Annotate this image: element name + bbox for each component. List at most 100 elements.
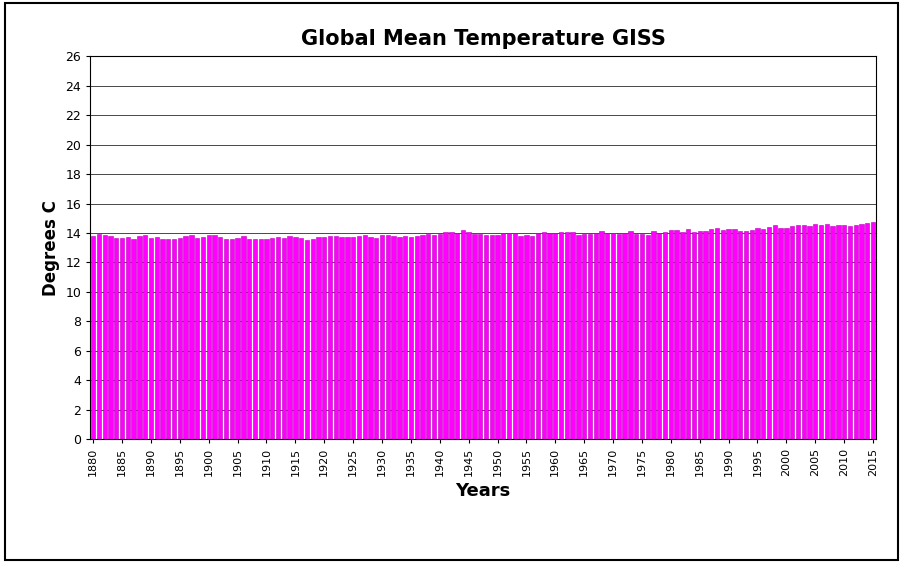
Bar [189,235,193,439]
Bar [483,235,488,439]
Bar [760,229,765,439]
Bar [495,235,499,439]
Bar [818,225,823,439]
Bar [171,239,176,439]
Bar [835,225,840,439]
Bar [708,229,713,439]
Bar [795,225,799,439]
Bar [506,234,511,439]
Bar [431,235,436,439]
Bar [864,223,869,439]
Bar [351,237,354,439]
Bar [391,236,395,439]
Bar [737,231,741,439]
Bar [650,231,655,439]
Bar [852,225,857,439]
Bar [437,234,441,439]
Bar [120,238,124,439]
Bar [847,226,851,439]
Bar [137,236,142,439]
Bar [327,236,332,439]
Bar [356,236,361,439]
Bar [599,231,603,439]
Bar [743,231,747,439]
Bar [125,238,130,439]
Bar [293,237,297,439]
Bar [703,231,707,439]
Bar [409,237,412,439]
Bar [645,235,649,439]
Bar [270,239,274,439]
Bar [587,234,592,439]
Bar [725,229,730,439]
Bar [633,234,638,439]
Bar [541,231,546,439]
Bar [714,228,718,439]
Bar [373,238,378,439]
Bar [668,230,672,439]
Bar [720,230,724,439]
Bar [766,227,770,439]
Bar [674,230,678,439]
Bar [97,234,101,439]
Bar [772,225,776,439]
Bar [380,235,383,439]
Bar [472,234,476,439]
Bar [621,233,626,439]
Bar [859,224,862,439]
Bar [247,239,251,439]
Bar [229,239,234,439]
Bar [402,236,407,439]
Bar [691,231,695,439]
Bar [512,233,517,439]
Bar [362,235,366,439]
Bar [616,234,621,439]
Bar [368,236,373,439]
Bar [143,235,147,439]
Bar [460,230,465,439]
Bar [801,225,805,439]
Bar [679,232,684,439]
Bar [224,239,228,439]
Bar [345,237,349,439]
Bar [628,231,632,439]
Bar [604,234,609,439]
Bar [749,230,753,439]
Bar [582,234,585,439]
Bar [564,232,568,439]
Bar [281,238,286,439]
Bar [241,236,245,439]
Bar [178,238,182,439]
Y-axis label: Degrees C: Degrees C [41,200,60,296]
Bar [161,239,164,439]
Bar [258,239,262,439]
Bar [200,236,205,439]
Bar [662,231,667,439]
Bar [830,226,833,439]
Bar [477,234,482,439]
Bar [466,232,470,439]
Bar [310,239,315,439]
Bar [299,238,303,439]
Bar [575,235,580,439]
Bar [841,225,845,439]
Bar [419,235,424,439]
Bar [824,224,828,439]
Bar [783,228,787,439]
Bar [455,233,459,439]
Bar [870,222,874,439]
Bar [570,232,575,439]
Bar [132,239,135,439]
Bar [218,237,222,439]
Bar [593,233,597,439]
Bar [501,233,505,439]
Bar [235,238,240,439]
Bar [195,238,199,439]
Bar [558,233,563,439]
Bar [276,237,280,439]
Bar [91,236,96,439]
Bar [414,236,419,439]
Bar [166,239,170,439]
Bar [547,233,551,439]
Bar [316,237,320,439]
